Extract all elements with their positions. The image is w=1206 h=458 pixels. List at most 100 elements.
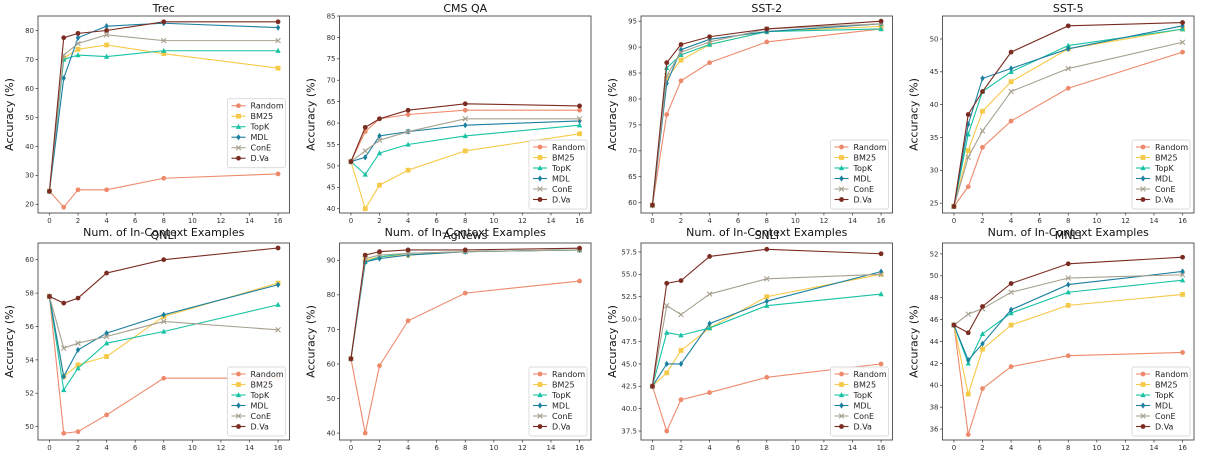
data-point-cone [376, 137, 383, 143]
chart-title: Trec [152, 2, 175, 15]
data-point-d-va [348, 356, 354, 362]
data-point-bm25 [104, 354, 109, 359]
y-tick-label: 60 [628, 199, 637, 207]
data-point-mdl [363, 154, 368, 161]
data-point-topk [75, 52, 81, 58]
x-tick-label: 10 [791, 217, 800, 225]
chart-title: SST-2 [751, 2, 782, 15]
legend-label: BM25 [552, 380, 575, 389]
legend-marker [1140, 144, 1146, 150]
legend-label: D.Va [854, 422, 873, 431]
legend-marker [537, 392, 543, 398]
chart-panel-trec: Trec 0 2 4 6 8 10 12 14 16 20 30 40 50 60 70 80 Num. of I… [3, 2, 290, 239]
series-line-topk [48, 296, 279, 392]
x-tick-label: 8 [765, 444, 769, 452]
x-tick-label: 8 [1066, 444, 1070, 452]
data-point-random [965, 432, 971, 437]
y-tick-label: 35 [930, 134, 939, 142]
data-point-d-va [650, 202, 655, 208]
legend-marker [236, 103, 241, 109]
data-point-mdl [707, 320, 712, 327]
data-point-mdl [1008, 65, 1014, 72]
y-tick-label: 58 [25, 289, 34, 297]
data-point-bm25 [275, 65, 281, 71]
data-point-cone [706, 291, 713, 297]
data-point-topk [706, 41, 713, 47]
x-tick-label: 10 [489, 217, 498, 225]
data-point-d-va [764, 246, 770, 252]
y-tick-label: 65 [327, 98, 336, 106]
x-tick-label: 12 [216, 444, 225, 452]
data-point-topk [161, 328, 167, 334]
x-tick-label: 14 [547, 217, 556, 225]
series-line-cone [953, 41, 1183, 207]
legend-marker [838, 413, 845, 419]
y-tick-label: 25 [930, 200, 939, 208]
legend-label: TopK [853, 391, 874, 400]
data-point-random [678, 78, 684, 84]
data-point-d-va [161, 257, 167, 263]
data-point-d-va [104, 270, 109, 276]
data-point-cone [1179, 271, 1186, 278]
legend-label: MDL [251, 401, 269, 410]
x-tick-label: 2 [679, 217, 683, 225]
chart-title: MNLI [1055, 229, 1082, 242]
x-tick-label: 6 [434, 444, 439, 452]
legend-label: TopK [250, 391, 271, 400]
data-point-random [75, 187, 81, 193]
data-point-d-va [348, 159, 354, 165]
y-tick-label: 60 [25, 85, 34, 93]
x-tick-label: 16 [274, 444, 283, 452]
data-point-cone [103, 333, 110, 340]
x-tick-label: 2 [679, 444, 683, 452]
series-line-topk [953, 279, 1183, 365]
data-point-mdl [75, 34, 81, 41]
data-point-d-va [678, 278, 684, 284]
x-tick-label: 16 [877, 444, 886, 452]
series-random [348, 107, 582, 165]
x-tick-label: 16 [1178, 217, 1187, 225]
data-point-cone [576, 115, 583, 122]
series-line-random [49, 173, 279, 209]
series-d-va [348, 101, 582, 165]
x-tick-label: 0 [952, 217, 956, 225]
legend-marker [839, 175, 844, 182]
series-line-mdl [48, 284, 279, 379]
x-tick-label: 14 [1150, 217, 1159, 225]
y-tick-label: 75 [628, 121, 637, 129]
x-tick-label: 12 [1121, 217, 1130, 225]
y-tick-label: 50 [25, 423, 34, 431]
legend-label: ConE [1155, 185, 1176, 194]
series-line-cone [48, 296, 279, 349]
data-point-mdl [104, 23, 109, 30]
data-point-mdl [678, 360, 684, 368]
legend-label: TopK [551, 164, 572, 173]
legend-marker [1140, 165, 1146, 171]
x-tick-label: 14 [245, 217, 254, 225]
data-point-d-va [1008, 281, 1014, 286]
data-point-d-va [377, 116, 382, 122]
x-tick-label: 12 [1121, 444, 1130, 452]
data-point-topk [678, 332, 684, 338]
data-point-d-va [980, 304, 985, 309]
data-point-random [664, 428, 670, 434]
legend-label: BM25 [854, 153, 877, 162]
data-point-bm25 [405, 167, 411, 173]
data-point-mdl [966, 356, 971, 364]
legend-label: TopK [853, 164, 874, 173]
x-tick-label: 10 [188, 444, 197, 452]
data-point-d-va [47, 188, 52, 194]
data-point-topk [275, 47, 281, 53]
data-point-bm25 [1008, 322, 1014, 328]
data-point-mdl [161, 311, 166, 318]
data-point-mdl [664, 80, 669, 87]
data-point-random [878, 361, 884, 367]
data-point-d-va [951, 204, 957, 209]
data-point-mdl [61, 75, 66, 82]
legend-label: Random [251, 370, 284, 379]
legend-marker [537, 175, 543, 182]
data-point-d-va [275, 19, 281, 25]
series-line-random [350, 280, 580, 434]
legend-label: ConE [552, 185, 573, 194]
